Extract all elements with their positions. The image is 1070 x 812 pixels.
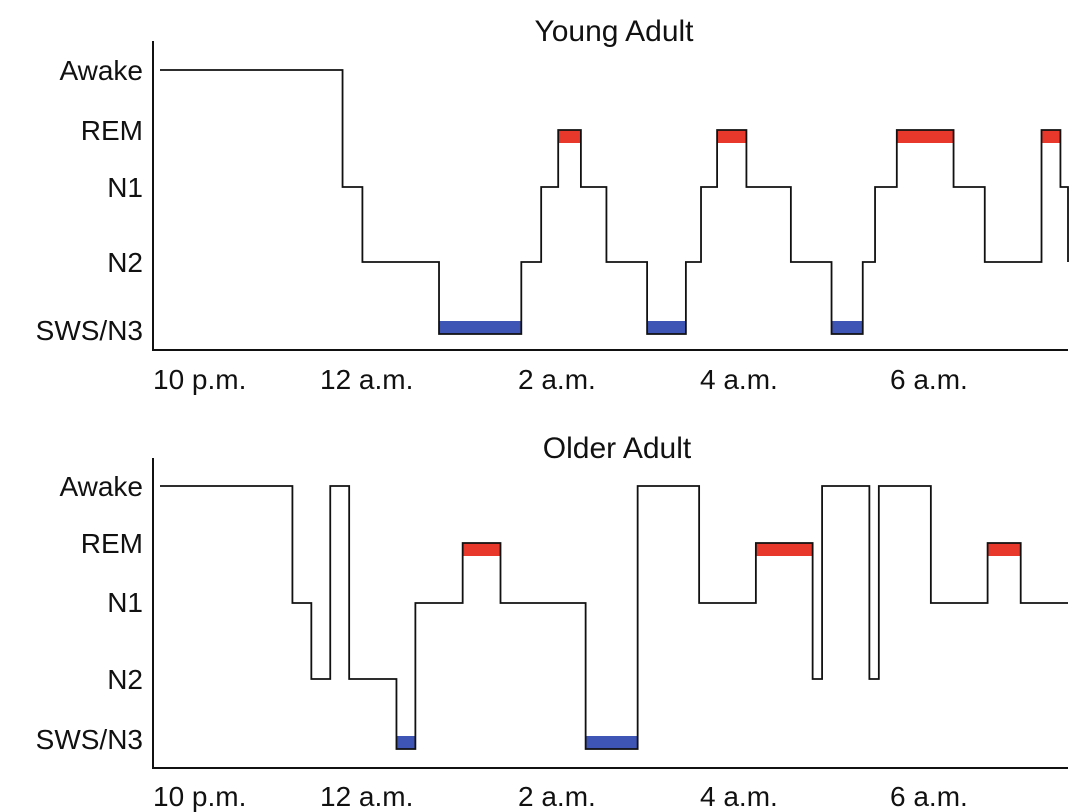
- stage-label-rem: REM: [81, 528, 143, 559]
- older-adult-time-labels: 10 p.m. 12 a.m. 2 a.m. 4 a.m. 6 a.m.: [153, 781, 968, 812]
- rem-segment-6: [558, 130, 581, 143]
- sws-n3-segment-3: [439, 321, 522, 334]
- rem-segment-21: [1041, 130, 1061, 143]
- time-tick-4am: 4 a.m.: [700, 364, 778, 395]
- time-tick-2am: 2 a.m.: [518, 364, 596, 395]
- time-tick-2am: 2 a.m.: [518, 781, 596, 812]
- rem-segment-7: [462, 543, 501, 556]
- rem-segment-12: [755, 543, 813, 556]
- young-adult-axes: [152, 41, 1068, 351]
- rem-segment-18: [896, 130, 954, 143]
- stage-label-n2: N2: [107, 664, 143, 695]
- chart-title-young-adult: Young Adult: [534, 15, 694, 48]
- rem-segment-12: [717, 130, 747, 143]
- time-tick-12am: 12 a.m.: [320, 364, 413, 395]
- stage-label-awake: Awake: [59, 55, 143, 86]
- older-adult-stage-labels: Awake REM N1 N2 SWS/N3: [36, 471, 143, 755]
- rem-segment-18: [987, 543, 1021, 556]
- chart-title-older-adult: Older Adult: [543, 432, 692, 465]
- older-adult-hypnogram-line: [160, 485, 1068, 750]
- stage-label-n2: N2: [107, 247, 143, 278]
- older-adult-panel: Older Adult Awake REM N1 N2 SWS/N3 10 p.…: [36, 432, 1068, 812]
- sws-n3-segment-9: [647, 321, 686, 334]
- time-tick-10pm: 10 p.m.: [153, 364, 246, 395]
- young-adult-hypnogram-line: [160, 69, 1069, 335]
- young-adult-time-labels: 10 p.m. 12 a.m. 2 a.m. 4 a.m. 6 a.m.: [153, 364, 968, 395]
- stage-label-sws-n3: SWS/N3: [36, 724, 143, 755]
- young-adult-panel: Young Adult Awake REM N1 N2 SWS/N3 10 p.…: [36, 15, 1069, 395]
- sws-n3-segment-15: [831, 321, 863, 334]
- time-tick-6am: 6 a.m.: [890, 781, 968, 812]
- time-tick-12am: 12 a.m.: [320, 781, 413, 812]
- sws-n3-segment-5: [396, 736, 416, 749]
- older-adult-axes: [152, 458, 1068, 769]
- stage-label-rem: REM: [81, 115, 143, 146]
- stage-label-sws-n3: SWS/N3: [36, 315, 143, 346]
- young-adult-stage-labels: Awake REM N1 N2 SWS/N3: [36, 55, 143, 346]
- young-adult-marks: [160, 69, 1069, 335]
- older-adult-marks: [160, 485, 1068, 750]
- sws-n3-segment-9: [585, 736, 638, 749]
- stage-label-awake: Awake: [59, 471, 143, 502]
- time-tick-10pm: 10 p.m.: [153, 781, 246, 812]
- time-tick-6am: 6 a.m.: [890, 364, 968, 395]
- stage-label-n1: N1: [107, 587, 143, 618]
- stage-label-n1: N1: [107, 172, 143, 203]
- time-tick-4am: 4 a.m.: [700, 781, 778, 812]
